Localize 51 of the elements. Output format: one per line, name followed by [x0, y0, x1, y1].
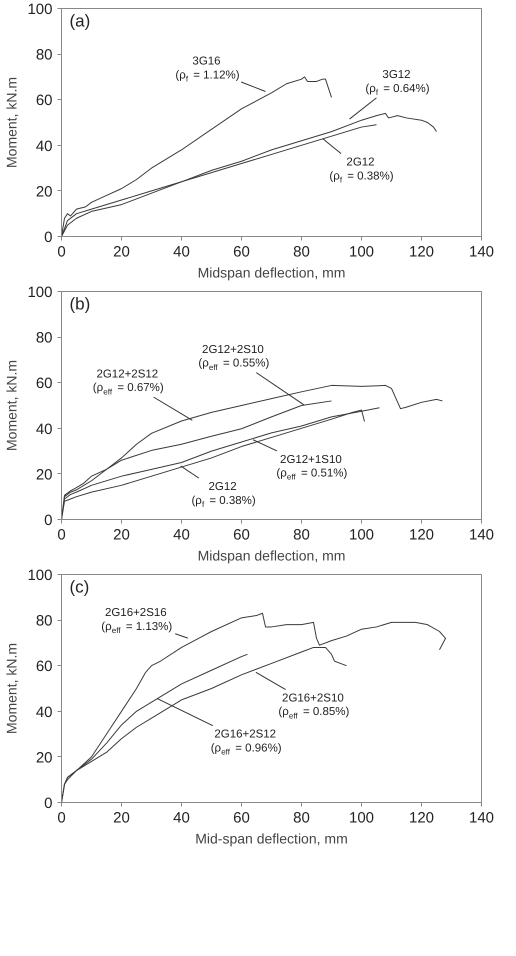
annotation: (b) [70, 294, 90, 314]
x-tick-label: 80 [293, 526, 310, 544]
y-tick-label: 100 [27, 1, 53, 18]
x-tick-label: 100 [348, 810, 374, 826]
x-axis-title: Mid-span deflection, mm [195, 830, 348, 846]
y-tick-label: 20 [36, 749, 53, 766]
y-tick-label: 60 [36, 92, 53, 110]
x-tick-label: 140 [468, 244, 494, 260]
x-tick-label: 20 [113, 526, 130, 544]
y-tick-label: 80 [36, 46, 53, 64]
x-tick-label: 60 [233, 526, 250, 544]
y-axis-title: Moment, kN.m [3, 76, 20, 168]
y-tick-label: 0 [44, 512, 52, 529]
x-tick-label: 140 [468, 810, 494, 826]
x-tick-label: 40 [173, 810, 190, 826]
y-tick-label: 0 [44, 795, 52, 812]
x-axis-title: Midspan deflection, mm [198, 548, 346, 564]
y-tick-label: 40 [36, 138, 53, 155]
annotation: (a) [70, 12, 90, 30]
x-tick-label: 40 [173, 244, 190, 260]
x-tick-label: 20 [113, 244, 130, 260]
y-tick-label: 0 [44, 229, 52, 246]
x-tick-label: 120 [408, 810, 434, 826]
y-tick-label: 60 [36, 375, 53, 392]
y-tick-label: 40 [36, 704, 53, 721]
x-tick-label: 120 [408, 526, 434, 544]
x-tick-label: 60 [233, 810, 250, 826]
y-axis-title: Moment, kN.m [3, 360, 20, 452]
y-tick-label: 100 [27, 567, 53, 584]
x-tick-label: 80 [293, 244, 310, 260]
x-tick-label: 40 [173, 526, 190, 544]
x-tick-label: 140 [468, 526, 494, 544]
y-tick-label: 100 [27, 284, 53, 301]
x-tick-label: 80 [293, 810, 310, 826]
x-axis-title: Midspan deflection, mm [198, 264, 346, 280]
x-tick-label: 120 [408, 244, 434, 260]
x-tick-label: 0 [57, 244, 66, 260]
x-tick-label: 100 [348, 526, 374, 544]
x-tick-label: 0 [57, 810, 66, 826]
x-tick-label: 0 [57, 526, 66, 544]
y-tick-label: 20 [36, 466, 53, 484]
annotation: (c) [70, 578, 90, 596]
y-tick-label: 80 [36, 612, 53, 630]
y-tick-label: 20 [36, 183, 53, 200]
x-tick-label: 60 [233, 244, 250, 260]
y-tick-label: 60 [36, 658, 53, 676]
y-tick-label: 80 [36, 330, 53, 347]
x-tick-label: 100 [348, 244, 374, 260]
y-tick-label: 40 [36, 420, 53, 438]
y-axis-title: Moment, kN.m [3, 642, 20, 734]
x-tick-label: 20 [113, 810, 130, 826]
